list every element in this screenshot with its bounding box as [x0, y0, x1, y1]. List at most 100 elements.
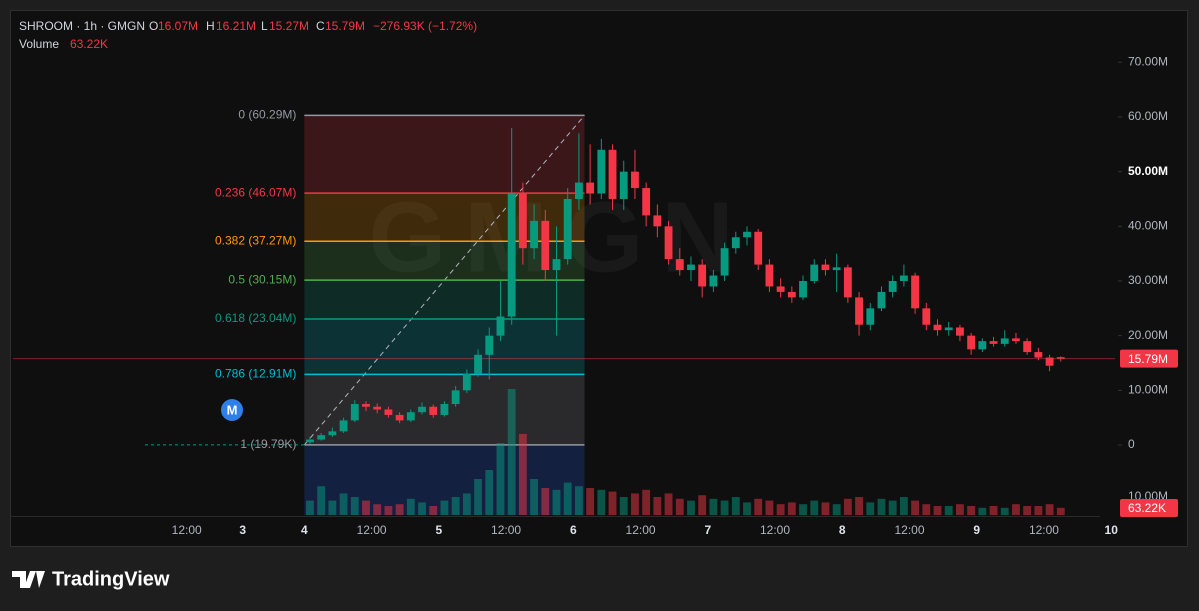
candle-body [776, 286, 785, 292]
fib-level-label: 0.618 (23.04M) [215, 311, 296, 325]
x-tick-label: 12:00 [760, 523, 790, 537]
candle-body [552, 259, 561, 271]
candle-body [406, 412, 415, 421]
logo-icon [12, 571, 45, 588]
volume-bar [877, 498, 886, 515]
legend-close: 15.79M [325, 19, 365, 33]
candle-body [687, 264, 695, 271]
volume-bar [675, 498, 684, 515]
x-tick-label: 9 [973, 523, 980, 537]
volume-bar [832, 504, 841, 515]
volume-bar [664, 493, 673, 515]
candle-body [731, 237, 740, 249]
candle-body [350, 404, 359, 421]
volume-bar [552, 489, 561, 515]
volume-bar [1034, 506, 1043, 515]
volume-bar [978, 507, 987, 515]
last-price-badge [1120, 349, 1178, 368]
volume-bar [631, 493, 639, 515]
candle-body [306, 439, 314, 443]
volume-bar [810, 500, 819, 515]
volume-bar [339, 493, 348, 515]
candle-body [843, 267, 852, 298]
candle-body [317, 435, 326, 440]
legend-o: O [149, 19, 158, 33]
candle-body [922, 308, 931, 325]
candle-body [1045, 357, 1054, 366]
volume-bar [933, 506, 942, 515]
fib-band [304, 280, 585, 320]
candle-body [384, 409, 393, 415]
x-tick-label: 10 [1105, 523, 1119, 537]
event-marker-label: M [227, 402, 238, 417]
x-tick-label: 12:00 [357, 523, 387, 537]
candle-body [619, 171, 628, 199]
volume-bar [518, 434, 527, 515]
candle-body [956, 327, 964, 336]
volume-bar [720, 500, 729, 515]
volume-bar [899, 497, 908, 515]
candle-body [485, 335, 494, 355]
volume-bar [608, 491, 617, 515]
candle-body [395, 414, 404, 421]
volume-bar [619, 497, 628, 515]
volume-bar [743, 502, 751, 515]
volume-bar [395, 504, 404, 515]
volume-bar [765, 500, 774, 515]
volume-bar [474, 479, 482, 515]
fib-level-label: 0.786 (12.91M) [215, 367, 296, 381]
candle-body [642, 188, 651, 216]
candle-body [855, 297, 863, 325]
fib-level-label: 0.236 (46.07M) [215, 185, 296, 199]
volume-bar [306, 500, 314, 515]
candle-body [597, 149, 606, 194]
volume-bar [541, 488, 550, 515]
volume-bar [642, 489, 651, 515]
watermark: GMGN [368, 181, 751, 293]
candle-body [1034, 352, 1043, 358]
legend-c: C [316, 19, 325, 33]
candle-body [709, 275, 718, 287]
volume-bar [597, 489, 606, 515]
candle-body [518, 193, 527, 249]
candle-body [507, 193, 516, 317]
candle-body [720, 248, 729, 276]
volume-bar [843, 498, 852, 515]
volume-bar [1023, 506, 1032, 515]
volume-bar [1056, 507, 1065, 515]
last-price-label: 15.79M [1128, 352, 1168, 366]
logo: TradingView [12, 568, 170, 590]
candle-body [474, 354, 482, 374]
volume-bar [967, 506, 976, 515]
x-tick-label: 12:00 [894, 523, 924, 537]
chart-panel [10, 10, 1188, 547]
y-tick-label: 30.00M [1128, 273, 1168, 287]
x-tick-label: 8 [839, 523, 846, 537]
volume-bar [440, 500, 449, 515]
volume-bar [429, 506, 438, 515]
x-tick-label: 7 [704, 523, 711, 537]
candle-body [821, 264, 830, 271]
y-tick-label: 10.00M [1128, 383, 1168, 397]
candle-body [698, 264, 707, 287]
candle-body [944, 327, 953, 331]
candle-body [462, 373, 471, 391]
fib-band [304, 319, 585, 375]
volume-bar [731, 497, 740, 515]
legend-open: 16.07M [158, 19, 198, 33]
volume-bar [317, 486, 326, 515]
candle-body [373, 406, 382, 410]
volume-bar [362, 500, 370, 515]
fib-level-label: 1 (19.79K) [240, 437, 296, 451]
candle-body [563, 198, 572, 260]
candle-body [608, 149, 617, 199]
candle-body [631, 171, 639, 189]
volume-bar [563, 482, 572, 515]
last-volume-label: 63.22K [1128, 501, 1166, 515]
volume-bar [485, 470, 494, 515]
volume-bar [328, 500, 337, 515]
candle-body [754, 231, 763, 265]
candle-body [933, 324, 942, 331]
legend-symbol: SHROOM · 1h · GMGN [19, 19, 145, 33]
